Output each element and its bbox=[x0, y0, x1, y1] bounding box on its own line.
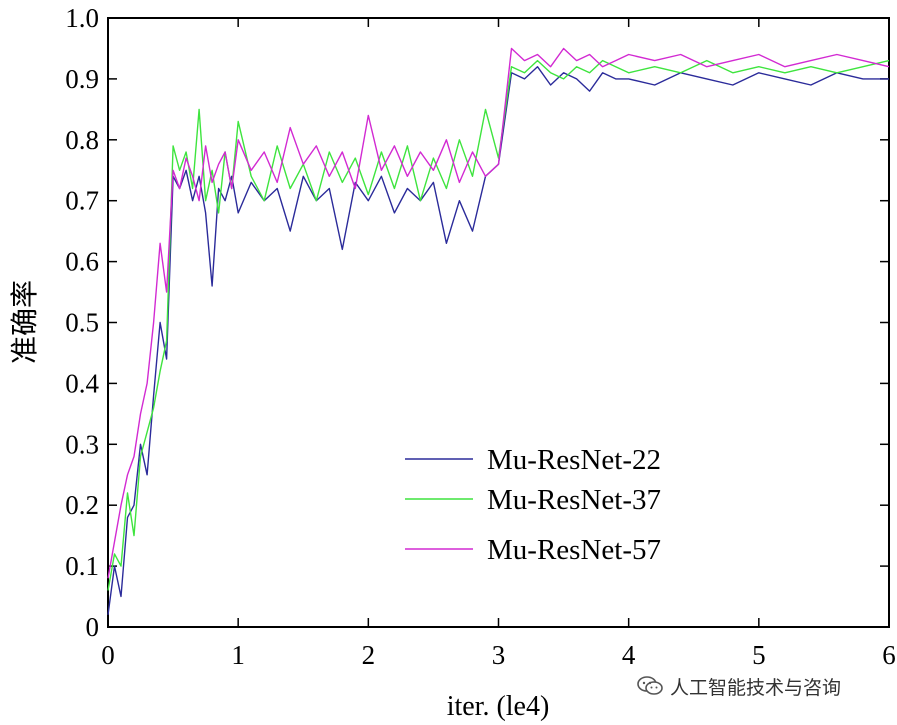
y-axis-title: 准确率 bbox=[9, 280, 41, 364]
x-tick-label: 4 bbox=[622, 640, 636, 670]
y-axis-ticks: 0 0.1 0.2 0.3 0.4 0.5 0.6 0.7 0.8 0.9 1.0 bbox=[65, 3, 889, 642]
y-tick-label: 0.2 bbox=[65, 490, 99, 520]
y-tick-label: 1.0 bbox=[65, 3, 99, 33]
y-tick-label: 0.8 bbox=[65, 125, 99, 155]
y-tick-label: 0.4 bbox=[65, 368, 99, 398]
series-layer bbox=[107, 47, 890, 615]
x-tick-label: 2 bbox=[362, 640, 376, 670]
y-tick-label: 0.6 bbox=[65, 247, 99, 277]
series-line-mu-resnet-22 bbox=[107, 65, 889, 615]
y-tick-label: 0.3 bbox=[65, 429, 99, 459]
y-tick-label: 0.5 bbox=[65, 308, 99, 338]
legend-label: Mu-ResNet-37 bbox=[487, 484, 661, 516]
x-axis-title: iter. (le4) bbox=[447, 691, 550, 722]
y-tick-label: 0.9 bbox=[65, 64, 99, 94]
wechat-icon bbox=[637, 676, 663, 695]
x-axis-ticks: 0 1 2 3 4 5 6 bbox=[101, 18, 896, 670]
x-tick-label: 6 bbox=[882, 640, 896, 670]
legend-label: Mu-ResNet-22 bbox=[487, 444, 661, 476]
y-tick-label: 0 bbox=[86, 612, 100, 642]
y-tick-label: 0.7 bbox=[65, 186, 99, 216]
y-tick-label: 0.1 bbox=[65, 551, 99, 581]
x-tick-label: 0 bbox=[101, 640, 115, 670]
watermark-text: 人工智能技术与咨询 bbox=[670, 676, 842, 699]
legend: Mu-ResNet-22 Mu-ResNet-37 Mu-ResNet-57 bbox=[405, 444, 661, 566]
watermark: 人工智能技术与咨询 bbox=[636, 672, 841, 700]
x-tick-label: 3 bbox=[492, 640, 506, 670]
series-line-mu-resnet-37 bbox=[107, 59, 890, 591]
legend-label: Mu-ResNet-57 bbox=[487, 534, 661, 566]
series-line-mu-resnet-57 bbox=[107, 47, 890, 579]
x-tick-label: 1 bbox=[231, 640, 245, 670]
x-tick-label: 5 bbox=[752, 640, 766, 670]
